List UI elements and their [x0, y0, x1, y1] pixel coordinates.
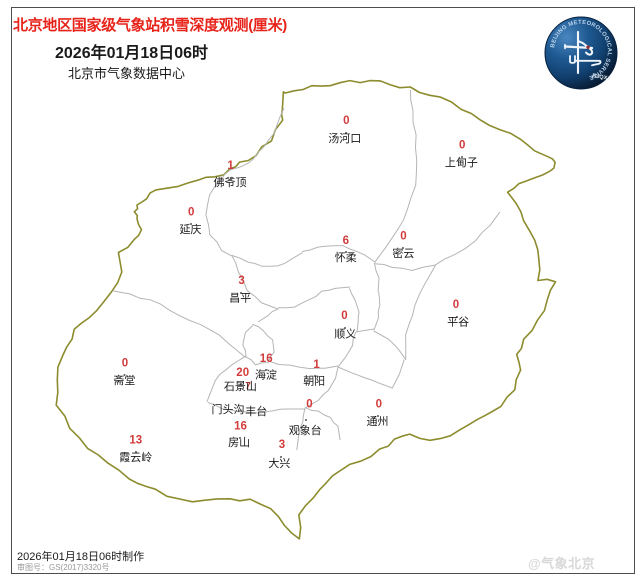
svg-text:1: 1	[227, 160, 234, 172]
svg-text:0: 0	[453, 299, 459, 311]
svg-text:平谷: 平谷	[447, 316, 469, 329]
svg-text:16: 16	[234, 421, 247, 433]
svg-text:海淀: 海淀	[255, 368, 277, 382]
svg-text:0: 0	[343, 115, 349, 127]
svg-text:门头沟: 门头沟	[212, 402, 245, 416]
svg-text:顺义: 顺义	[334, 328, 356, 341]
svg-text:13: 13	[129, 434, 142, 446]
svg-text:0: 0	[400, 231, 406, 243]
svg-text:16: 16	[260, 353, 273, 365]
svg-text:0: 0	[122, 357, 128, 369]
svg-text:石景山: 石景山	[224, 380, 257, 393]
svg-text:0: 0	[306, 399, 312, 411]
svg-text:丰台: 丰台	[245, 404, 267, 418]
svg-text:霞云岭: 霞云岭	[119, 450, 152, 464]
svg-text:上甸子: 上甸子	[445, 156, 478, 169]
svg-text:0: 0	[341, 310, 347, 322]
svg-text:20: 20	[236, 367, 249, 379]
svg-text:朝阳: 朝阳	[303, 374, 325, 387]
svg-text:怀柔: 怀柔	[335, 251, 357, 264]
svg-text:佛爷顶: 佛爷顶	[214, 175, 247, 189]
svg-text:0: 0	[376, 399, 382, 411]
svg-text:大兴: 大兴	[268, 456, 290, 470]
svg-text:3: 3	[238, 275, 244, 287]
svg-text:1: 1	[313, 359, 320, 371]
svg-text:0: 0	[188, 206, 194, 218]
svg-text:密云: 密云	[392, 246, 414, 260]
svg-text:汤河口: 汤河口	[328, 131, 361, 145]
svg-text:斋堂: 斋堂	[113, 373, 135, 387]
svg-text:6: 6	[343, 235, 349, 247]
svg-text:延庆: 延庆	[180, 222, 202, 236]
svg-text:通州: 通州	[367, 415, 389, 428]
svg-text:房山: 房山	[228, 436, 250, 449]
svg-text:观象台: 观象台	[289, 423, 322, 437]
svg-text:昌平: 昌平	[229, 292, 251, 305]
svg-text:3: 3	[279, 439, 285, 451]
svg-text:0: 0	[459, 139, 465, 151]
